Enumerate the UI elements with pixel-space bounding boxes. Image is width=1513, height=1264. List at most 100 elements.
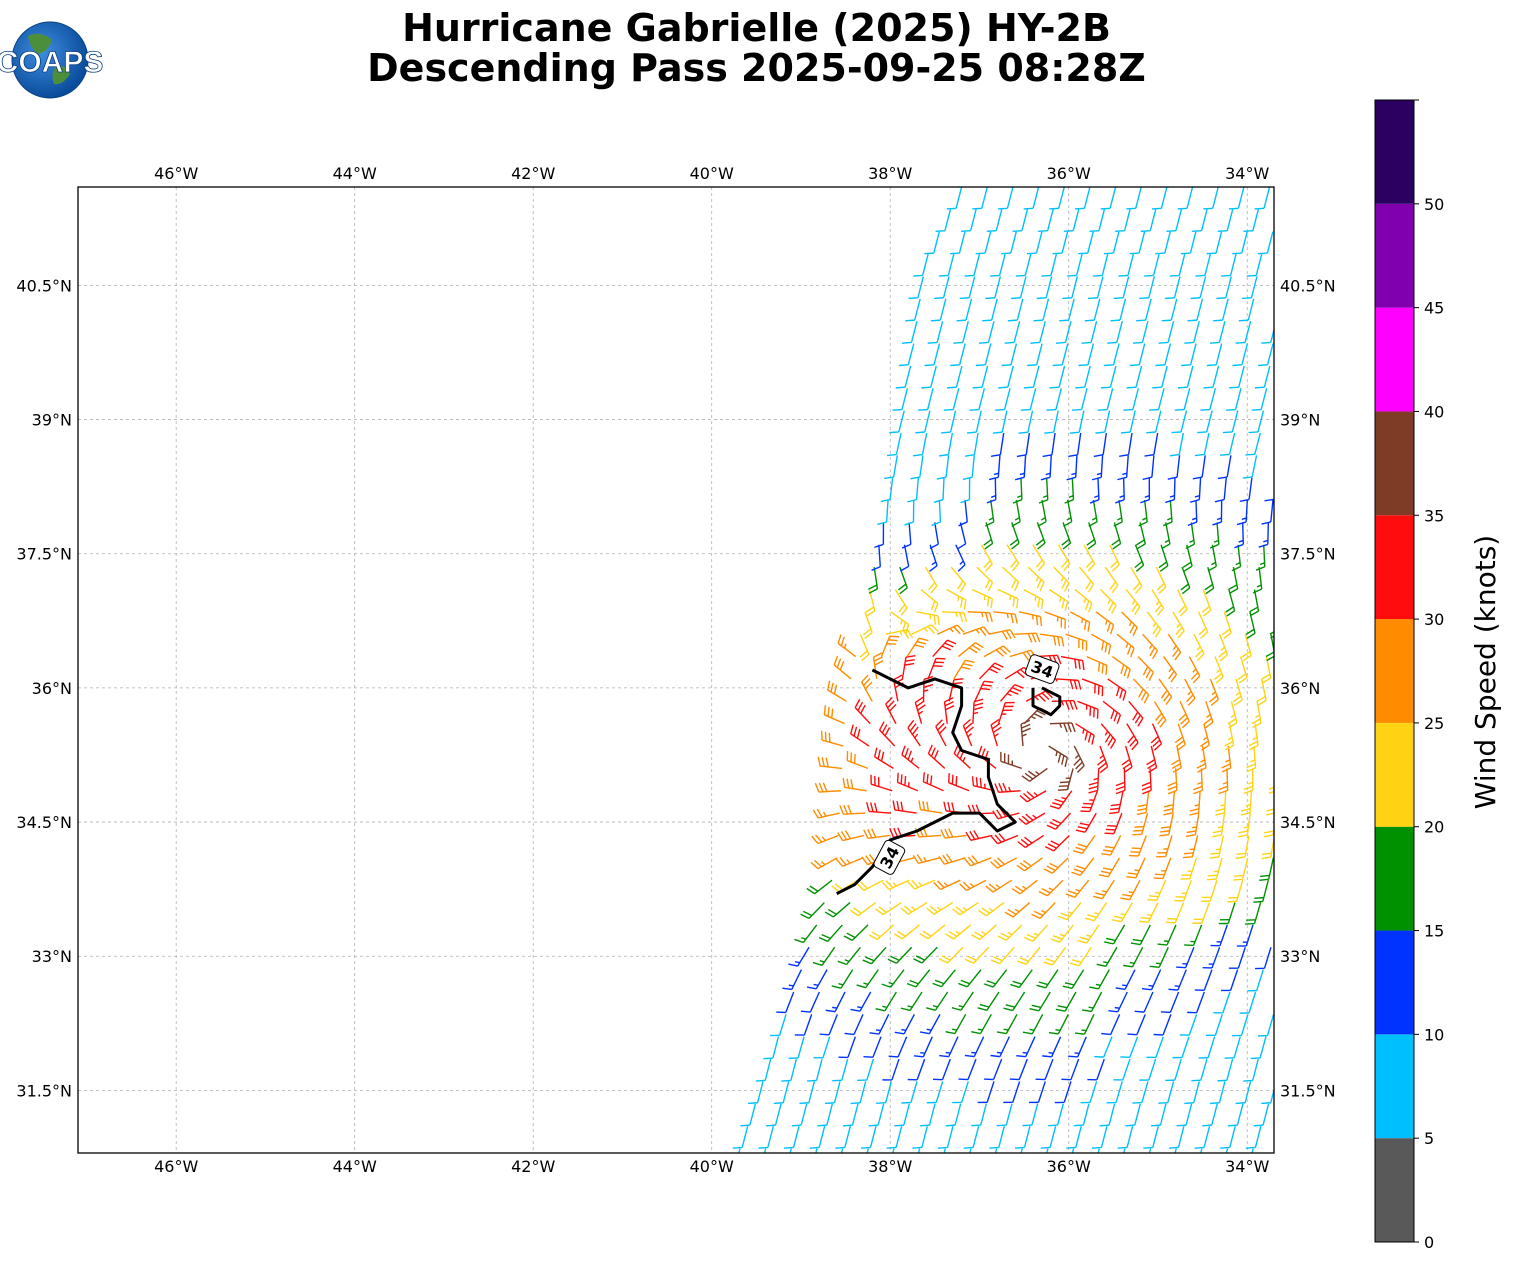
contour-label-a: 34 [873,839,906,875]
wind-barb [1126,857,1146,879]
wind-barb [1239,991,1257,1014]
wind-barb [877,500,889,526]
wind-barb [1243,209,1260,233]
wind-barb [1046,1148,1049,1153]
wind-barb [1243,768,1254,795]
wind-barb [1126,187,1142,210]
wind-barb [1123,1148,1126,1153]
wind-barb [912,432,928,457]
wind-barb [880,635,900,657]
wind-barb [1020,1148,1023,1153]
wind-barb [1221,969,1239,992]
wind-barb [870,774,893,792]
wind-barb [861,1125,877,1149]
wind-barb [958,499,968,527]
wind-barb [809,1125,826,1149]
wind-barb [1169,432,1184,457]
wind-barb [876,1081,893,1105]
wind-barb [969,388,986,411]
colorbar-label: Wind Speed (knots) [1469,535,1502,809]
chart-title-line2: Descending Pass 2025-09-25 08:28Z [367,46,1146,90]
wind-barb [1132,678,1150,704]
wind-barb [1234,522,1244,549]
wind-barb [943,1148,946,1153]
colorbar-bin [1375,722,1414,827]
wind-barb [1028,1081,1046,1104]
lat-tick-label-left: 34.5°N [16,813,72,832]
wind-barb [1071,857,1095,876]
wind-barb [789,1148,793,1153]
wind-barb [1006,544,1020,572]
wind-barb [1146,1036,1164,1059]
wind-barb [904,500,915,526]
wind-barb [1194,969,1213,991]
wind-barb [1001,343,1018,367]
wind-barb [1193,768,1204,795]
wind-barb [927,320,944,344]
wind-barb [974,680,994,702]
wind-barb [1209,1081,1226,1105]
wind-barb [1139,1058,1157,1081]
wind-barb [1239,477,1253,503]
wind-barb [1050,924,1074,943]
wind-barb [972,187,988,210]
wind-barb [831,969,854,989]
wind-barb [773,1081,790,1105]
wind-barb [1238,298,1255,322]
wind-barb [1075,365,1091,389]
wind-barb [945,924,972,940]
wind-barb [1115,969,1136,990]
wind-barb [946,365,963,389]
wind-barb [953,320,969,344]
wind-barb [850,724,870,747]
wind-barb [1081,678,1104,697]
wind-barb [1257,231,1274,255]
wind-barb [833,655,852,680]
wind-barb [1241,634,1252,662]
wind-barb [950,566,966,593]
wind-barb [1038,477,1049,504]
wind-barb [1251,1148,1254,1153]
wind-barb [1012,477,1023,504]
wind-barb [818,924,843,942]
wind-barb [1066,1125,1082,1149]
wind-barb [932,969,956,988]
wind-barb [933,879,961,891]
wind-barb [1059,298,1075,322]
wind-barb [1098,857,1121,878]
wind-barb [1174,879,1192,902]
lat-tick-label-left: 37.5°N [16,545,72,564]
wind-barb [732,1125,749,1149]
wind-barb [1176,589,1188,617]
wind-barb [1135,522,1146,550]
wind-barb [996,1014,1018,1035]
wind-barb [1018,410,1034,434]
wind-barb [1000,751,1022,770]
wind-barb [1027,343,1043,367]
wind-barb [1212,813,1226,838]
wind-barb [996,1103,1013,1127]
wind-barb [1134,991,1154,1013]
wind-barb [1227,880,1244,903]
wind-barb [1138,902,1159,924]
wind-barb [1163,656,1178,683]
wind-barb [1143,1125,1159,1149]
wind-barb [1237,813,1251,838]
wind-barb [1057,768,1074,791]
wind-barb [940,828,967,839]
wind-barb [1062,969,1085,990]
wind-barb [871,544,881,571]
wind-barb [1097,1148,1100,1153]
wind-barb [1174,388,1191,411]
wind-barb [1018,611,1043,627]
wind-barb [882,879,910,890]
wind-barb [1202,947,1221,969]
wind-barb [984,969,1008,988]
wind-barb [898,343,915,367]
wind-barb [1192,902,1210,924]
wind-barb [912,1125,928,1149]
wind-barb [985,276,1002,300]
wind-barb [1093,432,1108,458]
wind-barb [945,1014,967,1035]
colorbar-tick-label: 5 [1424,1129,1434,1148]
